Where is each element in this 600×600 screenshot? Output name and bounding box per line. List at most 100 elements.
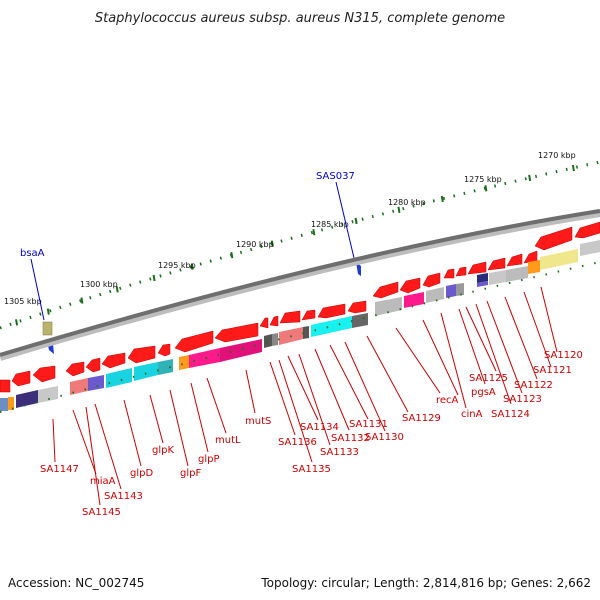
kbp-major-tick (190, 263, 194, 270)
SAS037-label[interactable]: SAS037 (316, 171, 355, 182)
function-block (311, 316, 352, 337)
gene-label-glpP[interactable]: glpP (198, 454, 220, 465)
SAS037-leader (335, 181, 355, 259)
gene-arrow[interactable] (317, 303, 346, 319)
gene-arrow[interactable] (487, 257, 506, 271)
function-block (477, 273, 488, 283)
gene-label-miaA[interactable]: miaA (90, 476, 116, 487)
gene-arrow[interactable] (214, 322, 259, 343)
gene-arrow[interactable] (455, 266, 467, 277)
gene-label-SA1135[interactable]: SA1135 (292, 464, 331, 475)
kbp-label-1290: 1290 kbp (236, 240, 274, 249)
gene-arrow[interactable] (422, 272, 441, 288)
kbp-major-tick (354, 217, 358, 225)
gene-label-glpF[interactable]: glpF (180, 468, 201, 479)
gene-label-SA1120[interactable]: SA1120 (544, 350, 583, 361)
gene-label-SA1123[interactable]: SA1123 (503, 394, 542, 405)
gene-arrow[interactable] (65, 361, 85, 377)
gene-label-SA1121[interactable]: SA1121 (533, 365, 572, 376)
gene-arrow[interactable] (174, 330, 214, 353)
gene-label-SA1125[interactable]: SA1125 (469, 373, 508, 384)
gene-label-pgsA[interactable]: pgsA (471, 387, 496, 398)
gene-label-SA1145[interactable]: SA1145 (82, 507, 121, 518)
kbp-major-ticks (15, 164, 575, 326)
kbp-major-tick (115, 286, 119, 293)
gene-label-SA1143[interactable]: SA1143 (104, 491, 143, 502)
gene-label-recA[interactable]: recA (436, 395, 459, 406)
function-block (134, 362, 158, 381)
gene-arrow[interactable] (259, 317, 269, 329)
gene-label-SA1129[interactable]: SA1129 (402, 413, 441, 424)
gene-label-cinA[interactable]: cinA (461, 409, 483, 420)
gene-label-SA1130[interactable]: SA1130 (365, 432, 404, 443)
function-block (426, 287, 444, 303)
topology-text: Topology: circular; Length: 2,814,816 bp… (260, 576, 591, 590)
gene-arrow[interactable] (101, 352, 126, 369)
kbp-label-1275: 1275 kbp (464, 175, 502, 184)
gene-label-mutS[interactable]: mutS (245, 416, 271, 427)
gene-label-mutL[interactable]: mutL (215, 435, 241, 446)
gene-arrow[interactable] (127, 345, 156, 364)
function-block (580, 240, 600, 256)
gene-arrow[interactable] (574, 221, 600, 239)
gene-label-SA1131[interactable]: SA1131 (349, 419, 388, 430)
gene-arrow[interactable] (399, 277, 421, 294)
function-block (158, 359, 173, 375)
gene-label-SA1134[interactable]: SA1134 (300, 422, 339, 433)
kbp-major-tick (484, 185, 488, 192)
function-block (489, 270, 506, 285)
function-block (106, 368, 132, 388)
function-block (8, 397, 14, 410)
kbp-label-1285: 1285 kbp (311, 220, 349, 229)
function-block (404, 292, 424, 308)
bsaA-leader (30, 258, 45, 321)
gene-label-SA1147[interactable]: SA1147 (40, 464, 79, 475)
kbp-label-1295: 1295 kbp (158, 261, 196, 270)
kbp-major-tick (270, 240, 274, 247)
gene-label-SA1136[interactable]: SA1136 (278, 437, 317, 448)
gene-arrow[interactable] (11, 370, 31, 387)
gene-arrow[interactable] (279, 310, 301, 324)
function-block (477, 281, 488, 287)
gene-label-glpD[interactable]: glpD (130, 468, 153, 479)
gene-arrow[interactable] (0, 379, 11, 393)
gene-arrow[interactable] (347, 300, 367, 314)
function-block (272, 333, 278, 346)
gene-arrow[interactable] (157, 343, 171, 357)
gene-arrows (0, 221, 600, 393)
gene-arrow[interactable] (269, 315, 279, 327)
gene-arrow[interactable] (32, 365, 56, 383)
gene-label-SA1122[interactable]: SA1122 (514, 380, 553, 391)
gene-arrow[interactable] (467, 261, 487, 275)
bsaA-box (42, 321, 53, 336)
function-block (446, 284, 456, 298)
gene-label-SA1133[interactable]: SA1133 (320, 447, 359, 458)
function-block (540, 249, 578, 270)
gene-arrow[interactable] (372, 281, 399, 299)
gene-arrow[interactable] (85, 357, 101, 373)
bsaA-label[interactable]: bsaA (20, 248, 45, 259)
kbp-major-tick (440, 195, 444, 203)
gene-leaders (52, 286, 558, 506)
gene-arrow[interactable] (506, 253, 523, 267)
gene-label-SA1124[interactable]: SA1124 (491, 409, 530, 420)
gene-arrow[interactable] (443, 268, 455, 279)
gene-labels: SA1147 miaA SA1145 SA1143 glpD glpK glpF… (40, 350, 583, 518)
kbp-major-tick (15, 319, 19, 326)
gene-arrow[interactable] (301, 309, 316, 321)
function-block (352, 313, 368, 328)
function-block (0, 398, 8, 411)
kbp-major-tick (152, 274, 156, 282)
function-block (220, 339, 262, 362)
genome-backbone (0, 209, 600, 357)
function-block (506, 266, 528, 282)
kbp-major-tick (312, 229, 316, 236)
gene-label-SA1132[interactable]: SA1132 (331, 433, 370, 444)
map-title: Staphylococcus aureus subsp. aureus N315… (95, 11, 505, 26)
gene-arrow[interactable] (534, 226, 573, 251)
function-block (189, 348, 220, 368)
SAS037-marker (356, 262, 361, 276)
kbp-label-1305: 1305 kbp (4, 297, 42, 306)
kbp-major-tick (80, 297, 84, 304)
gene-label-glpK[interactable]: glpK (152, 445, 174, 456)
